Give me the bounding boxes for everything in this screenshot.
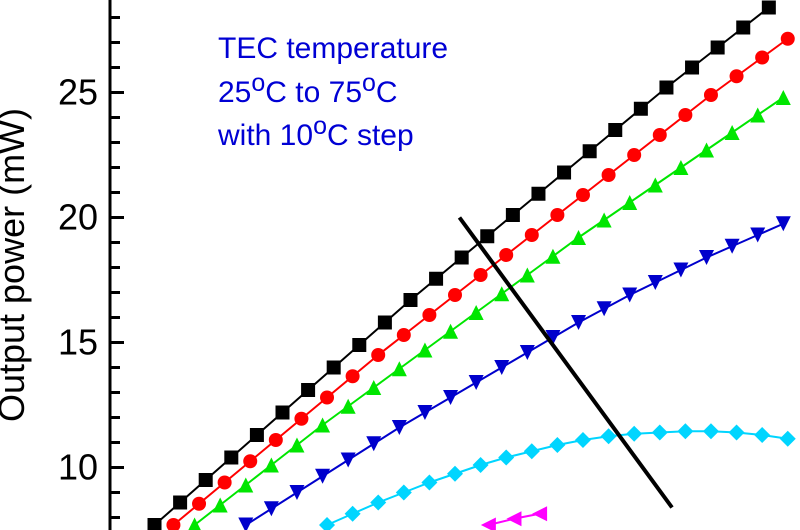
svg-text:25: 25 [58, 72, 98, 113]
svg-text:15: 15 [58, 322, 98, 363]
svg-text:10: 10 [58, 447, 98, 488]
temperature-annotation: TEC temperature 25oC to 75oC with 10oC ste… [218, 30, 448, 155]
svg-text:20: 20 [58, 197, 98, 238]
annot-line-1: TEC temperature [218, 32, 448, 65]
annot-line-3: with 10oC step [218, 119, 414, 152]
annot-line-2: 25oC to 75oC [218, 76, 398, 109]
y-axis-label: Output power (mW) [0, 108, 33, 422]
